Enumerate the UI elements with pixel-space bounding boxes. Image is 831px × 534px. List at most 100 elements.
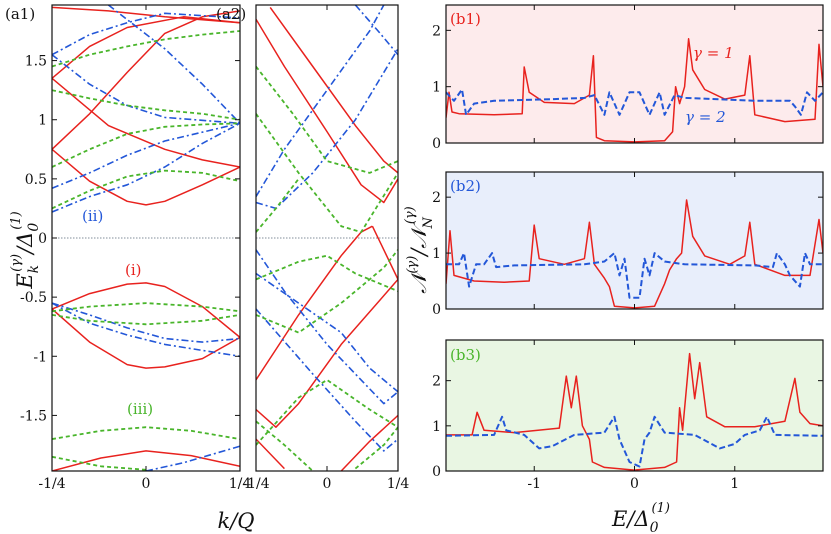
- text-labels: (a1) (a2) (b1) (b2) (b3) (i) (ii) (iii) …: [5, 5, 734, 534]
- x-tick-label-b3-0: -1: [527, 476, 541, 492]
- data-lines: [52, 5, 823, 471]
- x-tick-label-a2-0: -1/4: [242, 476, 269, 492]
- panel-label-b3: (b3): [450, 346, 481, 364]
- series-line-a1-14: [52, 302, 240, 358]
- series-line-a2-20: [354, 426, 398, 470]
- series-line-b3-1: [446, 415, 823, 468]
- panel-backgrounds: [446, 5, 823, 471]
- series-line-b3-0: [446, 352, 823, 471]
- y-tick-label-a1-4: 0.5: [25, 172, 47, 188]
- b-ylabel-sup: (γ): [405, 256, 420, 274]
- y-tick-label-a1-1: -1: [33, 349, 47, 365]
- series-line-a1-3: [52, 16, 240, 79]
- series-line-a1-17: [52, 122, 240, 168]
- a-ylabel-den: /Δ: [13, 232, 37, 256]
- series-line-a1-4: [52, 6, 240, 24]
- series-line-b1-1: [446, 88, 823, 116]
- annotation-iii: (iii): [127, 400, 153, 418]
- x-tick-label-a1-0: -1/4: [38, 476, 65, 492]
- series-line-b2-0: [446, 199, 823, 309]
- series-line-a2-11: [256, 272, 398, 393]
- series-line-a2-14: [256, 65, 398, 174]
- panel-label-a2: (a2): [216, 5, 246, 23]
- series-line-a1-7: [52, 450, 240, 471]
- y-tick-label-b1-0: 0: [432, 136, 441, 152]
- series-line-a1-9: [52, 122, 240, 213]
- series-line-a2-16: [256, 254, 398, 293]
- series-line-a1-6: [52, 308, 240, 369]
- series-line-a2-2: [256, 225, 373, 381]
- a-ylabel-den-sup: (1): [9, 211, 24, 229]
- series-line-a2-3: [371, 225, 398, 280]
- series-line-a1-20: [52, 302, 240, 313]
- panel-bg-b3: [446, 340, 823, 471]
- y-tick-label-b2-0: 0: [432, 302, 441, 318]
- series-line-a2-8: [256, 5, 385, 198]
- series-line-a1-8: [52, 122, 240, 190]
- series-line-a2-4: [256, 278, 398, 428]
- series-line-a1-11: [52, 12, 240, 56]
- y-tick-label-b3-1: 1: [432, 419, 441, 435]
- a-ylabel: Ek(γ)/Δ0(1): [9, 211, 42, 289]
- series-line-a1-21: [52, 314, 240, 326]
- b-xlabel-main: E/Δ: [611, 507, 650, 531]
- b-xlabel: E/Δ0 (1): [611, 501, 670, 534]
- a-ylabel-den-sub: 0: [26, 223, 42, 232]
- series-line-a2-13: [256, 113, 398, 233]
- series-line-b2-1: [446, 252, 823, 299]
- panel-bg-b2: [446, 172, 823, 309]
- series-line-a1-2: [52, 77, 240, 168]
- series-line-a1-0: [52, 148, 240, 206]
- x-tick-label-b3-1: 0: [630, 476, 639, 492]
- series-line-a1-13: [52, 302, 240, 343]
- y-tick-label-a1-5: 1: [38, 113, 47, 129]
- series-line-a2-7: [256, 48, 398, 210]
- series-line-a2-9: [354, 5, 398, 56]
- a-xlabel: k/Q: [217, 509, 254, 533]
- b-xlabel-sup: (1): [652, 501, 670, 516]
- y-tick-label-a1-6: 1.5: [25, 54, 47, 70]
- y-tick-label-b1-2: 2: [432, 23, 441, 39]
- y-tick-label-b1-1: 1: [432, 80, 441, 96]
- y-tick-label-b3-0: 0: [432, 464, 441, 480]
- annotation-ii: (ii): [82, 207, 103, 225]
- series-line-a1-10: [52, 54, 240, 125]
- annotation-i: (i): [125, 261, 142, 279]
- series-line-a2-6: [340, 414, 398, 471]
- y-tick-label-a1-0: -1.5: [20, 408, 47, 424]
- y-tick-label-a1-3: 0: [38, 231, 47, 247]
- x-tick-label-a2-2: 1/4: [387, 476, 410, 492]
- series-line-a2-0: [256, 18, 398, 204]
- y-tick-label-b2-2: 2: [432, 190, 441, 206]
- panel-label-b2: (b2): [450, 177, 481, 195]
- x-tick-label-b3-2: 1: [730, 476, 739, 492]
- panel-label-a1: (a1): [5, 5, 35, 23]
- annotation-gamma2: γ = 2: [685, 108, 726, 126]
- b-ylabel-den-sub: N: [421, 217, 436, 230]
- series-line-a2-19: [256, 420, 314, 471]
- b-xlabel-sub: 0: [650, 520, 659, 534]
- a-ylabel-sub: k: [26, 265, 42, 273]
- panel-label-b1: (b1): [450, 10, 481, 28]
- series-line-a1-5: [52, 282, 240, 338]
- series-line-a1-23: [52, 455, 147, 471]
- svg-text:Ek(γ)/Δ0(1): Ek(γ)/Δ0(1): [9, 211, 42, 289]
- svg-text:𝒩(γ)/𝒩N(γ): 𝒩(γ)/𝒩N(γ): [403, 206, 436, 294]
- series-line-a1-15: [145, 445, 240, 471]
- x-tick-label-a1-2: 1/4: [229, 476, 252, 492]
- axes: -1/4 0 1/4 -1.5 -1 -0.5 0 0.5 1 1.5 -1/4 0 1/4 0 1 2 0 1 2…: [20, 4, 824, 492]
- y-tick-label-a1-2: -0.5: [20, 290, 47, 306]
- series-line-b1-0: [446, 38, 823, 143]
- x-tick-label-a2-1: 0: [323, 476, 332, 492]
- y-tick-label-b2-1: 1: [432, 246, 441, 262]
- x-tick-label-a1-1: 0: [142, 476, 151, 492]
- series-line-a2-18: [256, 379, 398, 446]
- y-tick-label-b3-2: 2: [432, 374, 441, 390]
- series-line-a2-15: [256, 178, 300, 233]
- a-ylabel-main: E: [13, 273, 37, 289]
- series-line-a2-17: [256, 249, 398, 334]
- series-line-a2-12: [256, 308, 398, 452]
- panel-bg-b1: [446, 5, 823, 143]
- b-ylabel-den-sup: (γ): [403, 206, 418, 224]
